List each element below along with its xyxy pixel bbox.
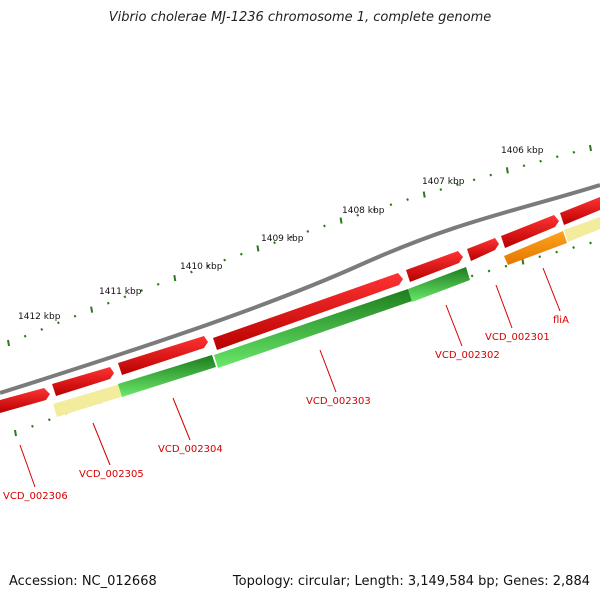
gene-vcd-002303-shape[interactable] — [213, 273, 403, 350]
major-tick — [14, 429, 17, 437]
minor-tick — [23, 334, 27, 338]
leader-vcd-002301 — [495, 284, 513, 329]
gene-label-fli-a[interactable]: fliA — [553, 315, 569, 326]
minor-tick — [356, 213, 360, 217]
gene-vcd-002306-shape[interactable] — [0, 388, 50, 413]
minor-tick — [239, 252, 243, 256]
reverse-strand-genes — [53, 217, 600, 417]
gene-vcd-002304-shape[interactable] — [118, 336, 208, 375]
genome-summary-text: Topology: circular; Length: 3,149,584 bp… — [232, 574, 590, 589]
minor-tick — [389, 203, 393, 207]
minor-tick — [31, 424, 34, 428]
minor-tick — [56, 321, 60, 325]
major-tick — [173, 274, 177, 282]
minor-tick — [487, 269, 491, 273]
tick-labels: 1412 kbp 1411 kbp 1410 kbp 1409 kbp 1408… — [18, 146, 544, 322]
forward-strand-genes — [0, 197, 600, 413]
minor-tick — [306, 230, 310, 233]
minor-tick — [223, 258, 227, 262]
leader-vcd-002304 — [172, 397, 191, 441]
minor-tick — [372, 208, 376, 212]
gene-label-vcd-002302[interactable]: VCD_002302 — [435, 350, 500, 361]
tick-label-1410: 1410 kbp — [180, 262, 223, 272]
genome-backbone — [0, 183, 600, 395]
minor-tick — [572, 150, 576, 154]
accession-text: Accession: NC_012668 — [9, 574, 157, 589]
gene-vcd-002305-shape[interactable] — [52, 367, 114, 396]
minor-tick — [106, 301, 110, 305]
minor-tick — [572, 246, 575, 249]
minor-tick — [73, 314, 77, 318]
leader-vcd-002305 — [92, 422, 111, 466]
tick-label-1408: 1408 kbp — [342, 206, 385, 216]
tick-label-1409: 1409 kbp — [261, 234, 304, 244]
minor-tick — [555, 155, 559, 159]
major-tick — [505, 167, 509, 174]
gene-green-3[interactable] — [408, 267, 470, 302]
outer-tick-ring — [7, 144, 592, 347]
minor-tick — [522, 164, 526, 168]
leader-vcd-002306 — [19, 444, 36, 488]
page-title: Vibrio cholerae MJ-1236 chromosome 1, co… — [108, 10, 492, 25]
minor-tick — [456, 183, 459, 187]
gene-fli-a-forward-shape[interactable] — [501, 215, 559, 248]
gene-vcd-002301-shape[interactable] — [467, 238, 499, 261]
tick-label-1411: 1411 kbp — [99, 287, 142, 297]
minor-tick — [470, 274, 474, 278]
major-tick — [589, 144, 592, 152]
pale-feature-right — [564, 217, 600, 242]
minor-tick — [589, 241, 592, 245]
gene-vcd-002302-shape[interactable] — [406, 251, 463, 282]
tick-label-1407: 1407 kbp — [422, 177, 465, 187]
gene-labels: VCD_002306 VCD_002305 VCD_002304 VCD_002… — [3, 315, 569, 502]
gene-leader-lines — [19, 267, 561, 488]
gene-next-forward-shape[interactable] — [560, 197, 600, 225]
minor-tick — [47, 418, 51, 422]
minor-tick — [555, 250, 559, 254]
gene-orange[interactable] — [504, 231, 567, 265]
minor-tick — [140, 289, 143, 292]
major-tick — [256, 245, 260, 252]
major-tick — [7, 339, 10, 347]
leader-vcd-002302 — [445, 304, 463, 347]
minor-tick — [206, 264, 210, 268]
gene-label-vcd-002306[interactable]: VCD_002306 — [3, 491, 68, 502]
gene-label-vcd-002304[interactable]: VCD_002304 — [158, 444, 223, 455]
minor-tick — [472, 178, 476, 182]
gene-label-vcd-002305[interactable]: VCD_002305 — [79, 469, 144, 480]
minor-tick — [123, 295, 127, 299]
minor-tick — [40, 327, 44, 331]
gene-label-vcd-002303[interactable]: VCD_002303 — [306, 396, 371, 407]
minor-tick — [273, 241, 276, 245]
leader-vcd-002303 — [319, 349, 337, 393]
minor-tick — [289, 235, 293, 239]
major-tick — [90, 306, 94, 313]
minor-tick — [190, 270, 193, 274]
pale-feature-left — [53, 384, 124, 417]
leader-fli-a — [542, 267, 561, 312]
major-tick — [422, 191, 426, 198]
minor-tick — [539, 159, 543, 163]
minor-tick — [156, 282, 160, 286]
major-tick — [339, 217, 343, 224]
minor-tick — [538, 255, 542, 259]
minor-tick — [406, 198, 409, 202]
minor-tick — [489, 173, 493, 177]
minor-tick — [504, 264, 508, 268]
tick-label-1412: 1412 kbp — [18, 312, 61, 322]
gene-green-2[interactable] — [214, 289, 412, 368]
tick-label-1406: 1406 kbp — [501, 146, 544, 156]
gene-label-vcd-002301[interactable]: VCD_002301 — [485, 332, 550, 343]
minor-tick — [323, 224, 326, 228]
minor-tick — [439, 188, 443, 191]
gene-green-1[interactable] — [118, 355, 216, 397]
